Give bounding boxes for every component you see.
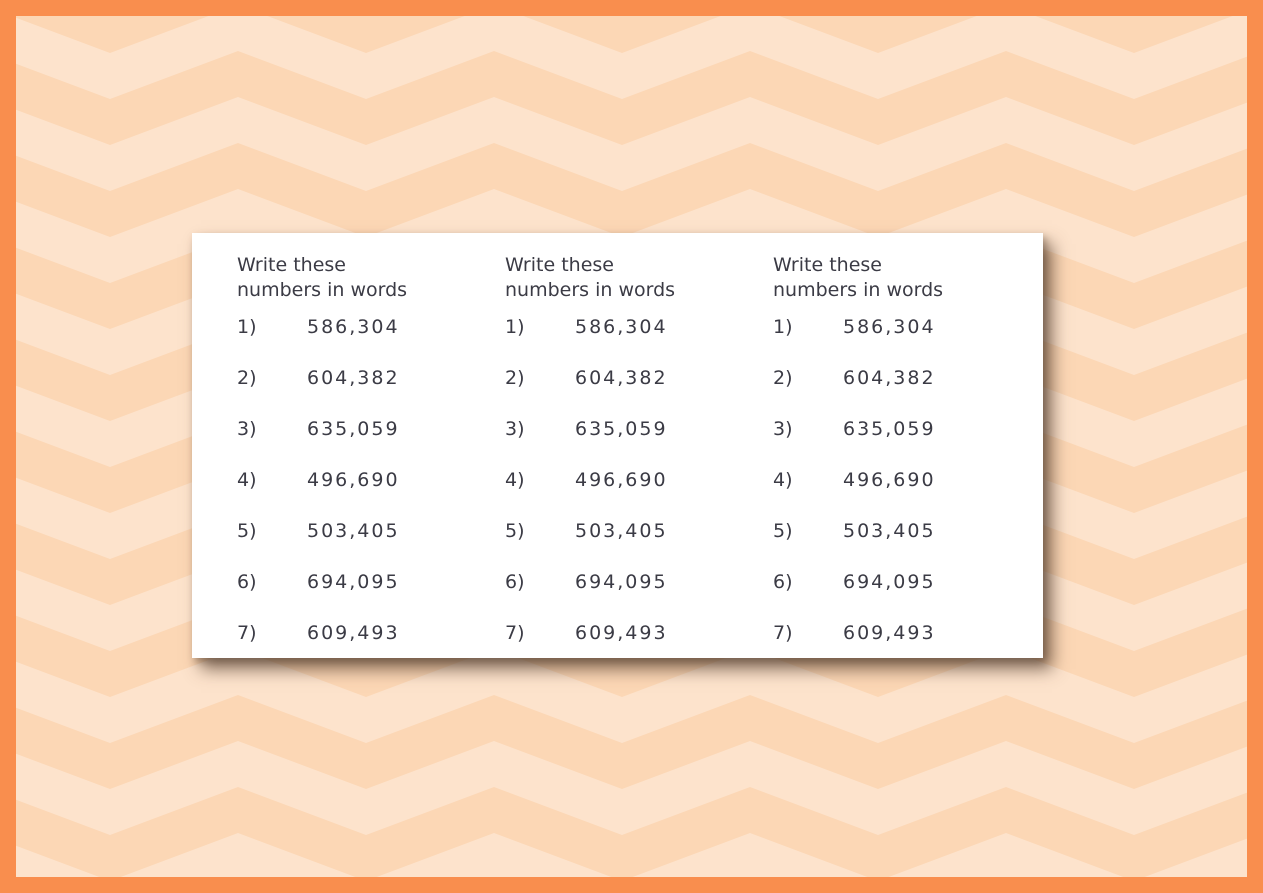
exercise-row: 6) 694,095	[237, 572, 505, 592]
item-value: 586,304	[307, 316, 400, 338]
worksheet-column: Write these numbers in words 1) 586,304 2) 6…	[505, 253, 773, 674]
item-value: 503,405	[575, 520, 668, 542]
item-value: 586,304	[843, 316, 936, 338]
item-number: 2)	[505, 367, 525, 389]
item-value: 635,059	[575, 418, 668, 440]
item-value: 609,493	[307, 622, 400, 644]
item-value: 503,405	[843, 520, 936, 542]
item-number: 3)	[505, 418, 525, 440]
exercise-row: 6) 694,095	[773, 572, 1041, 592]
column-header: Write these numbers in words	[237, 254, 408, 301]
item-number: 4)	[505, 469, 525, 491]
item-value: 609,493	[575, 622, 668, 644]
item-number: 4)	[237, 469, 257, 491]
exercise-row: 5) 503,405	[505, 521, 773, 541]
item-number: 6)	[773, 571, 793, 593]
chevron-stripe	[16, 741, 1247, 835]
worksheet-card: Write these numbers in words 1) 586,304 2) 6…	[192, 233, 1043, 658]
item-number: 5)	[237, 520, 257, 542]
exercise-row: 3) 635,059	[773, 419, 1041, 439]
item-value: 694,095	[843, 571, 936, 593]
exercise-row: 1) 586,304	[237, 317, 505, 337]
item-value: 604,382	[307, 367, 400, 389]
exercise-row: 2) 604,382	[237, 368, 505, 388]
item-value: 609,493	[843, 622, 936, 644]
item-value: 635,059	[843, 418, 936, 440]
exercise-row: 1) 586,304	[505, 317, 773, 337]
exercise-row: 3) 635,059	[237, 419, 505, 439]
item-value: 635,059	[307, 418, 400, 440]
chevron-stripe	[16, 649, 1247, 743]
item-number: 7)	[237, 622, 257, 644]
exercise-row: 4) 496,690	[237, 470, 505, 490]
item-value: 604,382	[843, 367, 936, 389]
exercise-row: 2) 604,382	[505, 368, 773, 388]
exercise-row: 2) 604,382	[773, 368, 1041, 388]
item-number: 6)	[505, 571, 525, 593]
chevron-stripe	[16, 16, 1247, 99]
exercise-row: 7) 609,493	[237, 623, 505, 643]
exercise-row: 5) 503,405	[237, 521, 505, 541]
item-value: 694,095	[575, 571, 668, 593]
exercise-row: 4) 496,690	[773, 470, 1041, 490]
exercise-row: 7) 609,493	[773, 623, 1041, 643]
item-number: 6)	[237, 571, 257, 593]
item-number: 3)	[773, 418, 793, 440]
item-value: 694,095	[307, 571, 400, 593]
item-number: 5)	[773, 520, 793, 542]
exercise-row: 3) 635,059	[505, 419, 773, 439]
exercise-row: 7) 609,493	[505, 623, 773, 643]
column-header: Write these numbers in words	[773, 254, 944, 301]
worksheet-column: Write these numbers in words 1) 586,304 2) 6…	[237, 253, 505, 674]
item-number: 2)	[773, 367, 793, 389]
item-value: 496,690	[575, 469, 668, 491]
worksheet-columns: Write these numbers in words 1) 586,304 2) 6…	[237, 253, 1043, 674]
worksheet-column: Write these numbers in words 1) 586,304 2) 6…	[773, 253, 1041, 674]
item-value: 586,304	[575, 316, 668, 338]
item-number: 7)	[773, 622, 793, 644]
item-number: 5)	[505, 520, 525, 542]
item-value: 503,405	[307, 520, 400, 542]
chevron-stripe	[16, 833, 1247, 877]
item-number: 4)	[773, 469, 793, 491]
exercise-row: 6) 694,095	[505, 572, 773, 592]
item-number: 3)	[237, 418, 257, 440]
item-value: 496,690	[307, 469, 400, 491]
item-number: 1)	[505, 316, 525, 338]
exercise-row: 5) 503,405	[773, 521, 1041, 541]
chevron-stripe	[16, 97, 1247, 191]
column-header: Write these numbers in words	[505, 254, 676, 301]
item-number: 2)	[237, 367, 257, 389]
item-number: 1)	[237, 316, 257, 338]
item-number: 1)	[773, 316, 793, 338]
chevron-background: Write these numbers in words 1) 586,304 2) 6…	[16, 16, 1247, 877]
item-value: 604,382	[575, 367, 668, 389]
exercise-row: 1) 586,304	[773, 317, 1041, 337]
exercise-row: 4) 496,690	[505, 470, 773, 490]
item-number: 7)	[505, 622, 525, 644]
item-value: 496,690	[843, 469, 936, 491]
